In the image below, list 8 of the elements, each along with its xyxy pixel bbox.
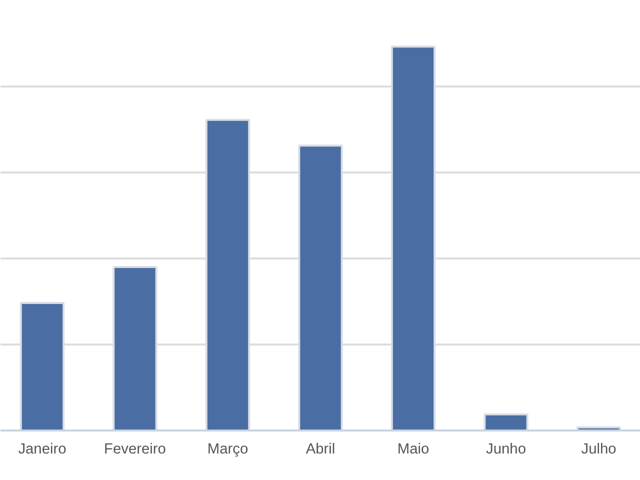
x-tick-label: Janeiro [18, 442, 66, 458]
bar [484, 413, 528, 430]
x-tick-label: Fevereiro [104, 442, 166, 458]
x-tick-label: Março [207, 442, 248, 458]
x-tick-label: Abril [306, 442, 336, 458]
x-tick-label: Julho [581, 442, 616, 458]
x-tick-label: Junho [486, 442, 526, 458]
x-tick-label: Maio [397, 442, 430, 458]
